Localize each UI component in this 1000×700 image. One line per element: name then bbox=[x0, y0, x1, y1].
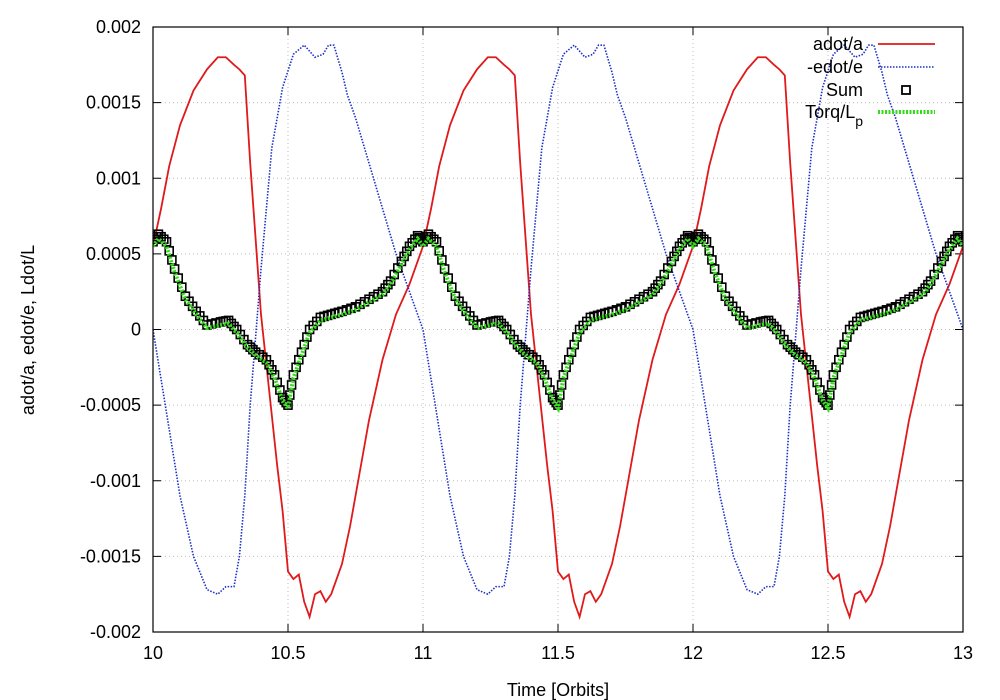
y-tick-label: 0.0015 bbox=[86, 93, 141, 113]
x-tick-label: 11.5 bbox=[541, 643, 575, 663]
legend-entry: -edot/e bbox=[807, 57, 935, 77]
x-tick-label: 12.5 bbox=[810, 643, 845, 663]
sum-point bbox=[437, 255, 447, 265]
x-tick-label: 12 bbox=[683, 643, 703, 663]
sum-point bbox=[824, 390, 835, 400]
sum-point bbox=[173, 273, 183, 283]
x-tick-label: 10 bbox=[143, 643, 163, 663]
plot-area bbox=[153, 44, 963, 621]
y-tick-label: -0.001 bbox=[90, 471, 141, 491]
sum-point bbox=[156, 231, 166, 242]
sum-point bbox=[941, 246, 952, 257]
y-tick-label: 0.001 bbox=[96, 168, 141, 188]
series-line-adot-a bbox=[153, 56, 963, 621]
sum-point bbox=[169, 264, 180, 274]
legend-marker-sum bbox=[901, 85, 911, 95]
tick-labels: 10 10.5 11 11.5 12 12.5 13 -0.002 -0.0015 -0.001 -… bbox=[80, 17, 973, 663]
x-tick-label: 10.5 bbox=[270, 643, 305, 663]
x-tick-label: 13 bbox=[953, 643, 973, 663]
y-tick-label: 0.002 bbox=[96, 17, 141, 37]
sum-point bbox=[704, 246, 715, 256]
y-tick-label: 0.0005 bbox=[86, 244, 141, 264]
sum-point bbox=[399, 251, 409, 262]
x-tick-label: 11 bbox=[414, 643, 433, 663]
legend-subscript: p bbox=[855, 113, 863, 129]
series-group bbox=[153, 44, 963, 621]
legend-entry: adot/a bbox=[813, 34, 935, 54]
legend-entry: Sum bbox=[826, 80, 911, 100]
sum-point bbox=[826, 380, 837, 390]
series-line-edot-e bbox=[153, 44, 963, 596]
sum-point bbox=[153, 236, 158, 247]
plot-frame bbox=[152, 26, 964, 633]
y-tick-label: -0.002 bbox=[90, 622, 141, 642]
sum-point bbox=[716, 282, 727, 292]
y-tick-label: -0.0005 bbox=[80, 395, 141, 415]
sum-point bbox=[266, 365, 277, 375]
legend-label: Sum bbox=[826, 80, 863, 100]
sum-point bbox=[534, 359, 544, 370]
legend-label: adot/a bbox=[813, 34, 864, 54]
series-line-torq bbox=[153, 235, 963, 414]
grid bbox=[153, 27, 963, 632]
legend-label: -edot/e bbox=[807, 57, 863, 77]
y-tick-label: 0 bbox=[131, 320, 141, 340]
y-axis-title: adot/a, edot/e, Ldot/L bbox=[18, 245, 38, 415]
sum-point bbox=[666, 256, 677, 267]
x-axis-title: Time [Orbits] bbox=[507, 680, 609, 700]
y-tick-label: -0.0015 bbox=[80, 546, 141, 566]
sum-point bbox=[153, 229, 164, 240]
